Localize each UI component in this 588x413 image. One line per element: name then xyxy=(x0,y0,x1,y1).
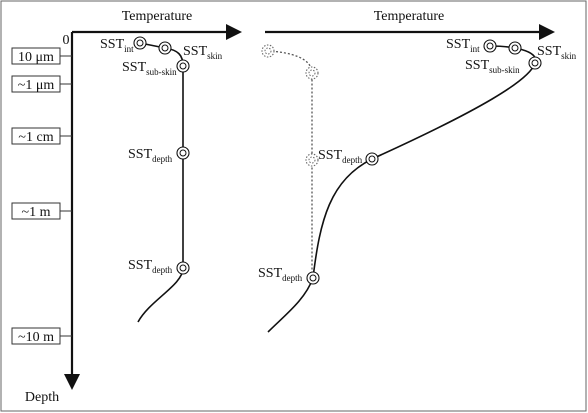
sst-base: SST xyxy=(122,60,147,75)
sst-label: SSTdepth xyxy=(258,266,303,283)
point-marker-inner xyxy=(511,44,519,52)
point-marker xyxy=(133,36,147,50)
sst-label: SSTskin xyxy=(183,44,223,61)
point-marker-inner xyxy=(308,69,316,77)
depth-label: ~1 cm xyxy=(18,130,53,145)
sst-base: SST xyxy=(318,148,343,163)
point-marker-inner xyxy=(179,149,187,157)
sst-label: SSTsub-skin xyxy=(122,60,177,77)
point-marker-inner xyxy=(531,59,539,67)
sst-base: SST xyxy=(446,37,471,52)
point-marker-inner xyxy=(308,156,316,164)
point-marker xyxy=(158,41,172,55)
point-marker-inner xyxy=(368,155,376,163)
point-marker xyxy=(508,41,522,55)
sst-subscript: int xyxy=(124,44,134,54)
point-marker xyxy=(176,146,190,160)
sst-subscript: sub-skin xyxy=(146,67,177,77)
sst-label: SSTint xyxy=(100,37,134,54)
depth-label: ~1 m xyxy=(22,205,51,220)
axes xyxy=(70,30,541,376)
sst-base: SST xyxy=(100,37,125,52)
sst-subscript: depth xyxy=(152,154,172,164)
sst-label: SSTsub-skin xyxy=(465,58,520,75)
point-marker-inner xyxy=(179,264,187,272)
point-marker-inner xyxy=(264,47,272,55)
point-marker-inner xyxy=(179,62,187,70)
sst-base: SST xyxy=(183,44,208,59)
sst-subscript: depth xyxy=(342,155,362,165)
sst-label: SSTdepth xyxy=(128,147,173,164)
y-axis-label: Depth xyxy=(25,390,59,405)
point-marker-inner xyxy=(309,274,317,282)
point-marker xyxy=(306,271,320,285)
sst-label: SSTint xyxy=(446,37,480,54)
sst-base: SST xyxy=(537,44,562,59)
sst-label: SSTskin xyxy=(537,44,577,61)
arrowheads xyxy=(64,24,555,390)
point-marker xyxy=(528,56,542,70)
sst-base: SST xyxy=(128,147,153,162)
sst-label: SSTdepth xyxy=(128,258,173,275)
depth-label: ~10 m xyxy=(18,330,54,345)
sst-subscript: sub-skin xyxy=(489,65,520,75)
depth-label: 10 μm xyxy=(18,50,54,65)
sst-subscript: depth xyxy=(152,265,172,275)
sst-base: SST xyxy=(465,58,490,73)
point-marker xyxy=(305,66,319,80)
point-marker xyxy=(305,153,319,167)
point-marker-inner xyxy=(486,42,494,50)
sst-base: SST xyxy=(258,266,283,281)
point-marker xyxy=(261,44,275,58)
x-axis-label: Temperature xyxy=(374,9,445,24)
point-marker xyxy=(176,59,190,73)
sst-base: SST xyxy=(128,258,153,273)
point-marker xyxy=(483,39,497,53)
point-marker-inner xyxy=(161,44,169,52)
sst-subscript: depth xyxy=(282,273,302,283)
depth-label: ~1 μm xyxy=(18,78,55,93)
sst-subscript: skin xyxy=(561,51,577,61)
sst-subscript: int xyxy=(470,44,480,54)
point-marker xyxy=(365,152,379,166)
origin-label: 0 xyxy=(63,33,70,48)
x-axis-label: Temperature xyxy=(122,9,193,24)
sst-subscript: skin xyxy=(207,51,223,61)
point-marker xyxy=(176,261,190,275)
sst-label: SSTdepth xyxy=(318,148,363,165)
point-marker-inner xyxy=(136,39,144,47)
